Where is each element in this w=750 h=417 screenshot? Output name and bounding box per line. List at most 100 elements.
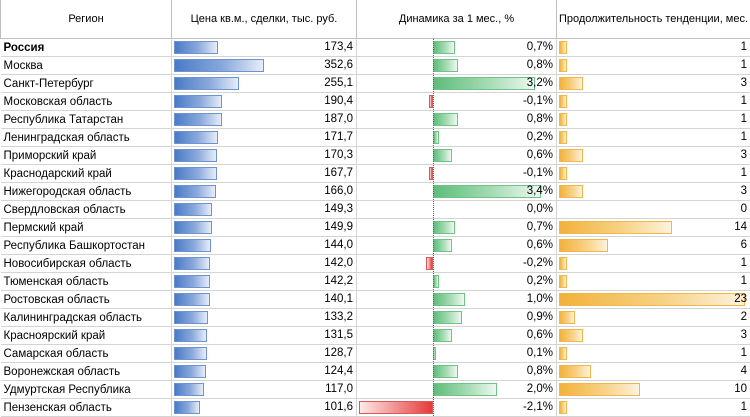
cell-duration[interactable]: 3	[557, 327, 750, 345]
cell-price[interactable]: 142,2	[172, 273, 357, 291]
cell-dynamics[interactable]: -2,1%	[357, 399, 557, 417]
cell-region[interactable]: Красноярский край	[1, 327, 172, 345]
cell-duration[interactable]: 1	[557, 399, 750, 417]
cell-price[interactable]: 255,1	[172, 75, 357, 93]
cell-region[interactable]: Краснодарский край	[1, 165, 172, 183]
dynamics-databar	[426, 257, 433, 270]
cell-dynamics[interactable]: -0,1%	[357, 165, 557, 183]
cell-duration[interactable]: 1	[557, 39, 750, 57]
cell-duration[interactable]: 3	[557, 183, 750, 201]
cell-region[interactable]: Республика Башкортостан	[1, 237, 172, 255]
cell-region[interactable]: Санкт-Петербург	[1, 75, 172, 93]
cell-region[interactable]: Нижегородская область	[1, 183, 172, 201]
cell-duration[interactable]: 14	[557, 219, 750, 237]
cell-duration[interactable]: 3	[557, 75, 750, 93]
cell-duration[interactable]: 1	[557, 165, 750, 183]
cell-region[interactable]: Свердловская область	[1, 201, 172, 219]
cell-price[interactable]: 352,6	[172, 57, 357, 75]
cell-dynamics[interactable]: 0,8%	[357, 57, 557, 75]
cell-price[interactable]: 173,4	[172, 39, 357, 57]
cell-price[interactable]: 170,3	[172, 147, 357, 165]
price-databar	[174, 203, 212, 216]
dynamics-databar	[433, 293, 465, 306]
cell-region[interactable]: Республика Татарстан	[1, 111, 172, 129]
cell-dynamics[interactable]: 0,7%	[357, 39, 557, 57]
cell-duration[interactable]: 1	[557, 93, 750, 111]
cell-region[interactable]: Самарская область	[1, 345, 172, 363]
cell-dynamics[interactable]: 0,8%	[357, 111, 557, 129]
cell-region[interactable]: Москва	[1, 57, 172, 75]
zero-axis	[433, 345, 434, 362]
cell-duration[interactable]: 1	[557, 255, 750, 273]
header-duration[interactable]: Продолжительность тенденции, мес.	[557, 0, 750, 39]
cell-region[interactable]: Пермский край	[1, 219, 172, 237]
cell-dynamics[interactable]: -0,2%	[357, 255, 557, 273]
cell-region[interactable]: Пензенская область	[1, 399, 172, 417]
cell-dynamics[interactable]: 3,2%	[357, 75, 557, 93]
header-price[interactable]: Цена кв.м., сделки, тыс. руб.	[172, 0, 357, 39]
zero-axis	[433, 255, 434, 272]
cell-region[interactable]: Россия	[1, 39, 172, 57]
cell-region[interactable]: Московская область	[1, 93, 172, 111]
cell-dynamics[interactable]: 0,0%	[357, 201, 557, 219]
header-region[interactable]: Регион	[1, 0, 172, 39]
duration-databar	[559, 275, 567, 288]
cell-duration[interactable]: 10	[557, 381, 750, 399]
cell-duration[interactable]: 0	[557, 201, 750, 219]
price-value: 128,7	[324, 345, 353, 362]
cell-dynamics[interactable]: -0,1%	[357, 93, 557, 111]
cell-price[interactable]: 166,0	[172, 183, 357, 201]
cell-dynamics[interactable]: 0,1%	[357, 345, 557, 363]
cell-dynamics[interactable]: 0,7%	[357, 219, 557, 237]
cell-duration[interactable]: 23	[557, 291, 750, 309]
cell-region[interactable]: Ростовская область	[1, 291, 172, 309]
cell-duration[interactable]: 1	[557, 129, 750, 147]
cell-price[interactable]: 133,2	[172, 309, 357, 327]
cell-dynamics[interactable]: 0,2%	[357, 129, 557, 147]
cell-duration[interactable]: 1	[557, 273, 750, 291]
cell-dynamics[interactable]: 0,8%	[357, 363, 557, 381]
cell-price[interactable]: 117,0	[172, 381, 357, 399]
cell-price[interactable]: 140,1	[172, 291, 357, 309]
cell-region[interactable]: Ленинградская область	[1, 129, 172, 147]
cell-dynamics[interactable]: 3,4%	[357, 183, 557, 201]
cell-dynamics[interactable]: 1,0%	[357, 291, 557, 309]
cell-dynamics[interactable]: 0,9%	[357, 309, 557, 327]
cell-price[interactable]: 171,7	[172, 129, 357, 147]
cell-duration[interactable]: 2	[557, 309, 750, 327]
cell-price[interactable]: 167,7	[172, 165, 357, 183]
cell-dynamics[interactable]: 2,0%	[357, 381, 557, 399]
cell-dynamics[interactable]: 0,2%	[357, 273, 557, 291]
cell-region[interactable]: Тюменская область	[1, 273, 172, 291]
cell-duration[interactable]: 1	[557, 111, 750, 129]
cell-price[interactable]: 187,0	[172, 111, 357, 129]
duration-value: 3	[741, 75, 747, 92]
header-dynamics[interactable]: Динамика за 1 мес., %	[357, 0, 557, 39]
cell-price[interactable]: 131,5	[172, 327, 357, 345]
cell-duration[interactable]: 3	[557, 147, 750, 165]
cell-dynamics[interactable]: 0,6%	[357, 327, 557, 345]
cell-region[interactable]: Приморский край	[1, 147, 172, 165]
cell-duration[interactable]: 4	[557, 363, 750, 381]
cell-price[interactable]: 128,7	[172, 345, 357, 363]
cell-duration[interactable]: 1	[557, 345, 750, 363]
cell-dynamics[interactable]: 0,6%	[357, 147, 557, 165]
duration-value: 2	[741, 309, 747, 326]
cell-price[interactable]: 142,0	[172, 255, 357, 273]
cell-price[interactable]: 144,0	[172, 237, 357, 255]
cell-region[interactable]: Калининградская область	[1, 309, 172, 327]
cell-price[interactable]: 101,6	[172, 399, 357, 417]
cell-price[interactable]: 149,9	[172, 219, 357, 237]
cell-price[interactable]: 149,3	[172, 201, 357, 219]
cell-region[interactable]: Воронежская область	[1, 363, 172, 381]
cell-dynamics[interactable]: 0,6%	[357, 237, 557, 255]
duration-databar	[559, 365, 591, 378]
cell-region[interactable]: Удмуртская Республика	[1, 381, 172, 399]
cell-duration[interactable]: 6	[557, 237, 750, 255]
cell-price[interactable]: 124,4	[172, 363, 357, 381]
price-databar	[174, 221, 212, 234]
cell-price[interactable]: 190,4	[172, 93, 357, 111]
cell-region[interactable]: Новосибирская область	[1, 255, 172, 273]
cell-duration[interactable]: 1	[557, 57, 750, 75]
